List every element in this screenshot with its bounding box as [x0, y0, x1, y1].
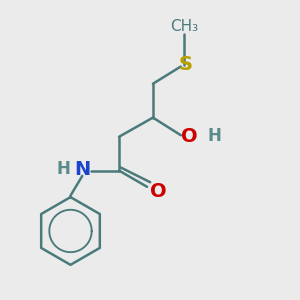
Text: CH₃: CH₃ — [170, 19, 198, 34]
Text: N: N — [74, 160, 90, 178]
Text: O: O — [182, 127, 198, 146]
Text: S: S — [178, 55, 192, 74]
Text: H: H — [56, 160, 70, 178]
Text: O: O — [150, 182, 166, 201]
Text: H: H — [208, 127, 222, 145]
